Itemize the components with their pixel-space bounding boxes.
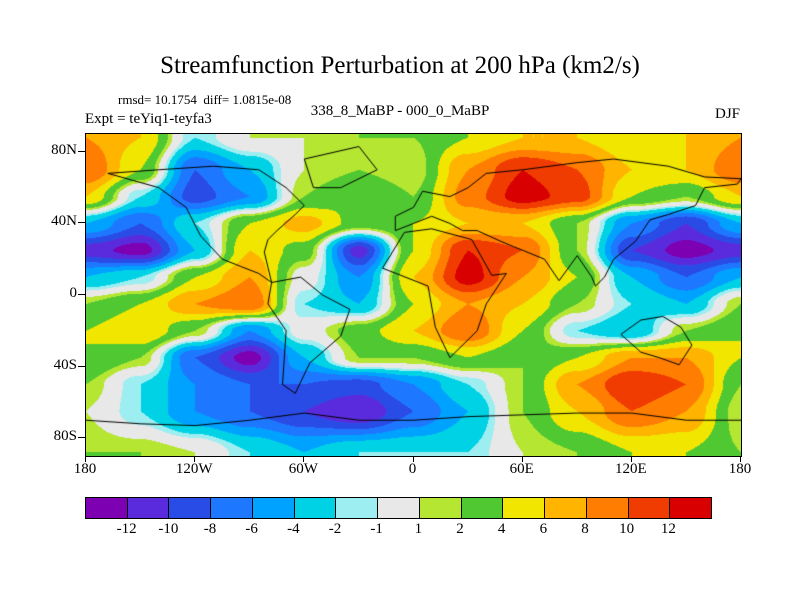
x-tick-mark — [85, 456, 86, 462]
colorbar-tick-label: 1 — [414, 521, 423, 537]
colorbar-cell — [127, 498, 170, 518]
stats-annotation: rmsd= 10.1754 diff= 1.0815e-08 — [118, 92, 292, 107]
colorbar-tick-label: -12 — [116, 521, 137, 537]
y-axis-tick-label: 80S — [53, 428, 77, 445]
x-axis-tick-label: 60E — [509, 461, 534, 477]
colorbar-tick-label: -2 — [328, 521, 342, 537]
y-tick-mark — [78, 222, 85, 224]
x-axis-tick-label: 180 — [728, 461, 752, 477]
colorbar-tick-label: -1 — [370, 521, 383, 537]
map-plot-area — [85, 133, 742, 457]
colorbar-cell — [461, 498, 504, 518]
x-tick-mark — [194, 456, 196, 462]
colorbar-cell — [86, 498, 128, 518]
y-tick-mark — [78, 437, 85, 439]
colorbar — [85, 497, 712, 519]
y-tick-mark — [78, 150, 85, 152]
experiment-label: Expt = teYiq1-teyfa3 — [85, 111, 212, 127]
colorbar-tick-label: 12 — [660, 521, 676, 537]
x-tick-mark — [630, 456, 632, 462]
contour-map-canvas — [86, 134, 741, 456]
y-axis-tick-label: 40S — [53, 356, 77, 373]
colorbar-cell — [252, 498, 295, 518]
colorbar-tick-label: 6 — [539, 521, 548, 537]
x-tick-mark — [412, 456, 414, 462]
y-axis-tick-label: 80N — [51, 141, 77, 158]
colorbar-cell — [378, 498, 420, 518]
x-tick-mark — [740, 456, 741, 462]
colorbar-cell — [670, 498, 712, 518]
colorbar-cell — [211, 498, 253, 518]
y-tick-mark — [78, 294, 85, 295]
colorbar-tick-label: -4 — [287, 521, 300, 537]
colorbar-cell — [419, 498, 462, 518]
y-axis-tick-label: 0 — [69, 285, 78, 301]
colorbar-cell — [503, 498, 546, 518]
colorbar-cell — [545, 498, 587, 518]
colorbar-cell — [336, 498, 379, 518]
colorbar-tick-label: 2 — [456, 521, 464, 537]
colorbar-tick-label: 4 — [497, 521, 506, 537]
colorbar-tick-label: -10 — [158, 521, 179, 537]
x-tick-mark — [521, 456, 523, 462]
comparison-label: 338_8_MaBP - 000_0_MaBP — [310, 103, 490, 119]
x-tick-mark — [303, 456, 305, 462]
colorbar-tick-label: -6 — [245, 521, 258, 537]
y-tick-mark — [78, 365, 85, 367]
y-axis-tick-label: 40N — [51, 213, 77, 230]
colorbar-tick-label: 10 — [619, 521, 635, 537]
season-label: DJF — [714, 106, 740, 122]
x-axis-tick-label: 60W — [288, 461, 318, 477]
x-axis-tick-label: 120E — [614, 461, 647, 477]
x-axis-tick-label: 180 — [73, 461, 97, 477]
colorbar-tick-label: -8 — [203, 521, 217, 537]
x-axis-tick-label: 120W — [175, 461, 213, 477]
colorbar-cell — [294, 498, 337, 518]
colorbar-cell — [586, 498, 629, 518]
colorbar-cell — [628, 498, 671, 518]
chart-title: Streamfunction Perturbation at 200 hPa (… — [160, 52, 640, 79]
colorbar-tick-label: 8 — [581, 521, 589, 537]
x-axis-tick-label: 0 — [408, 461, 417, 477]
colorbar-cell — [169, 498, 212, 518]
